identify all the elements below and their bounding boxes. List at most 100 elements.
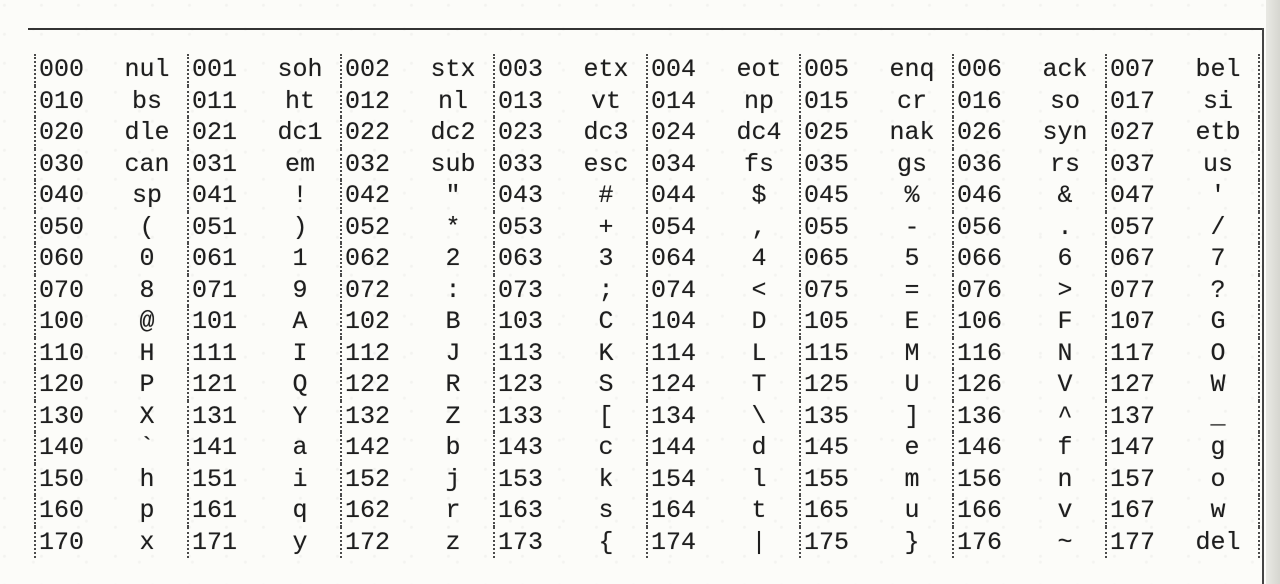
octal-code-cell: 113 [493,337,566,369]
character-name-cell: I [292,338,308,368]
octal-code-cell: 077 [1105,274,1178,306]
octal-code-cell: 044 [646,180,719,212]
character-name-cell: f [1057,433,1073,462]
octal-code-cell: 040 [34,180,107,212]
octal-code-cell: 037 [1105,148,1178,180]
octal-code-cell: 133 [493,400,566,432]
ascii-octal-table: 000 nul 001 soh 002 stx 003 etx 004 eot 005 enq 006 a… [34,54,1260,558]
character-name-cell: X [139,401,155,431]
character-name-cell: ' [1178,180,1260,212]
octal-code-cell: 000 [34,54,107,86]
character-name-cell: \ [751,401,767,431]
octal-code-cell: 011 [187,85,260,117]
octal-code-cell: 173 [493,526,566,558]
character-name-cell: 5 [904,244,920,273]
character-name-cell: cr [896,86,927,116]
character-name-cell: . [1057,212,1073,242]
octal-code-cell: 157 [1105,463,1178,495]
octal-code-cell: 121 [187,369,260,401]
octal-code-cell: 034 [646,148,719,180]
character-name-cell: * [445,212,461,242]
character-name-cell: C [598,307,614,336]
character-name-cell: x [139,527,155,557]
octal-code-cell: 106 [952,306,1025,338]
octal-code-cell: 146 [952,432,1025,464]
character-name-cell: dc2 [430,118,476,147]
octal-code-cell: 004 [646,54,719,86]
character-name-cell: del [1178,526,1260,558]
octal-code-cell: 132 [340,400,413,432]
table-row: 000 nul 001 soh 002 stx 003 etx 004 eot 005 enq 006 a… [34,54,1260,86]
octal-code-cell: 161 [187,495,260,527]
character-name-cell: sub [430,149,476,179]
table-row: 010 bs 011 ht 012 nl 013 vt 014 np 015 cr 016 so 017 si [34,85,1260,117]
character-name-cell: dle [124,118,170,147]
octal-code-cell: 027 [1105,117,1178,149]
octal-code-cell: 070 [34,274,107,306]
character-name-cell: eot [736,55,782,84]
octal-code-cell: 114 [646,337,719,369]
character-name-cell: ~ [1057,527,1073,557]
octal-code-cell: 055 [799,211,872,243]
character-name-cell: np [743,86,774,116]
octal-code-cell: 064 [646,243,719,275]
character-name-cell: l [751,464,767,494]
character-name-cell: A [292,307,308,336]
character-name-cell: esc [583,149,629,179]
octal-code-cell: 020 [34,117,107,149]
table-row: 040 sp 041! 042 " 043 #044 $045% 046 & 047 ' [34,180,1260,212]
character-name-cell: G [1178,306,1260,338]
octal-code-cell: 061 [187,243,260,275]
character-name-cell: " [445,181,461,210]
table-row: 030 can 031 em 032 sub 033 esc 034 fs 035 gs 036 rs 03… [34,148,1260,180]
character-name-cell: em [284,149,315,179]
character-name-cell: Z [445,401,461,431]
octal-code-cell: 156 [952,463,1025,495]
octal-code-cell: 076 [952,274,1025,306]
octal-code-cell: 057 [1105,211,1178,243]
character-name-cell: enq [889,55,935,84]
character-name-cell: s [598,496,614,525]
octal-code-cell: 160 [34,495,107,527]
character-name-cell: F [1057,307,1073,336]
character-name-cell: / [1178,211,1260,243]
character-name-cell: si [1178,85,1260,117]
octal-code-cell: 032 [340,148,413,180]
octal-code-cell: 047 [1105,180,1178,212]
character-name-cell: ( [139,212,155,242]
octal-code-cell: 135 [799,400,872,432]
character-name-cell: e [904,433,920,462]
octal-code-cell: 052 [340,211,413,243]
octal-code-cell: 016 [952,85,1025,117]
character-name-cell: us [1178,148,1260,180]
octal-code-cell: 031 [187,148,260,180]
character-name-cell: % [904,181,920,210]
character-name-cell: ^ [1057,401,1073,431]
character-name-cell: 6 [1057,244,1073,273]
octal-code-cell: 112 [340,337,413,369]
character-name-cell: can [124,149,170,179]
character-name-cell: } [904,527,920,557]
character-name-cell: 8 [139,275,155,305]
octal-code-cell: 177 [1105,526,1178,558]
character-name-cell: ` [139,433,155,462]
octal-code-cell: 001 [187,54,260,86]
octal-code-cell: 014 [646,85,719,117]
octal-code-cell: 074 [646,274,719,306]
character-name-cell: @ [139,307,155,336]
character-name-cell: N [1057,338,1073,368]
table-row: 150 h 151 i 152 j 153 k 154 l 155 m 156 n 157 o [34,463,1260,495]
octal-code-cell: 030 [34,148,107,180]
character-name-cell: V [1057,370,1073,399]
character-name-cell: : [445,275,461,305]
octal-code-cell: 041 [187,180,260,212]
character-name-cell: [ [598,401,614,431]
octal-code-cell: 136 [952,400,1025,432]
octal-code-cell: 171 [187,526,260,558]
character-name-cell: ] [904,401,920,431]
table-row: 020 dle 021 dc1 022 dc2 023 dc3 024 dc4 025 nak 026 s… [34,117,1260,149]
octal-code-cell: 111 [187,337,260,369]
character-name-cell: r [445,496,461,525]
character-name-cell: u [904,496,920,525]
octal-code-cell: 026 [952,117,1025,149]
